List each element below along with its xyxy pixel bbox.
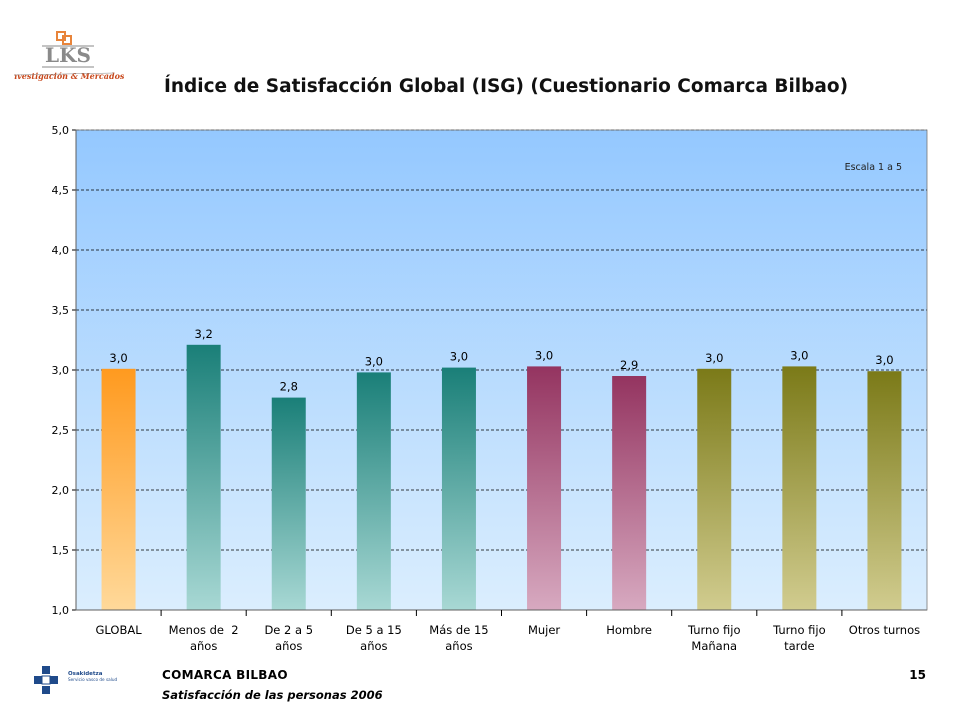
bar — [356, 372, 391, 610]
y-tick-labels: 1,0 1,5 2,0 2,5 3,0 3,5 4,0 4,5 5,0 — [52, 124, 70, 617]
bar — [867, 371, 902, 610]
x-tick-label: Mujer — [528, 623, 560, 637]
logo-text: LKS — [45, 43, 91, 67]
bar — [782, 366, 817, 610]
y-tick-label: 4,0 — [52, 244, 70, 257]
value-label: 3,0 — [535, 348, 553, 362]
value-label: 2,9 — [620, 358, 638, 372]
x-tick-label: GLOBAL — [95, 623, 142, 637]
logo-tagline: Investigación & Mercados — [14, 71, 124, 81]
scale-note: Escala 1 a 5 — [845, 162, 902, 173]
value-label: 3,0 — [875, 353, 893, 367]
value-label: 3,2 — [195, 327, 213, 341]
x-tick-label: De 2 a 5 — [264, 623, 313, 637]
value-label: 3,0 — [365, 354, 383, 368]
x-tick-label: años — [190, 639, 217, 653]
bars — [101, 344, 902, 610]
footer: COMARCA BILBAO Satisfacción de las perso… — [162, 668, 383, 702]
x-tick-label: años — [275, 639, 302, 653]
y-tick-label: 2,0 — [52, 484, 70, 497]
osakidetza-logo: Osakidetza Servicio vasco de salud — [34, 666, 118, 694]
y-tick-label: 3,5 — [52, 304, 70, 317]
x-tick-label: Menos de 2 — [169, 623, 239, 637]
y-tick-label: 1,5 — [52, 544, 70, 557]
bar — [186, 344, 221, 610]
value-label: 3,0 — [109, 351, 127, 365]
x-tick-label: De 5 a 15 — [346, 623, 402, 637]
y-tick-label: 1,0 — [52, 604, 70, 617]
x-tick-label: Mañana — [691, 639, 737, 653]
footer-org: COMARCA BILBAO — [162, 668, 288, 682]
osakidetza-name: Osakidetza — [68, 671, 103, 677]
x-tick-label: Turno fijo — [772, 623, 826, 637]
y-tick-label: 3,0 — [52, 364, 70, 377]
x-tick-label: años — [360, 639, 387, 653]
x-tick-label: años — [445, 639, 472, 653]
footer-subtitle: Satisfacción de las personas 2006 — [162, 688, 383, 702]
chart-title: Índice de Satisfacción Global (ISG) (Cue… — [163, 76, 849, 97]
bar — [441, 367, 476, 610]
y-tick-label: 4,5 — [52, 184, 70, 197]
x-tick-label: tarde — [784, 639, 814, 653]
axes — [72, 129, 928, 616]
bar — [697, 368, 732, 610]
osakidetza-sub: Servicio vasco de salud — [68, 677, 118, 682]
bar — [527, 366, 562, 610]
x-tick-label: Más de 15 — [429, 623, 488, 637]
x-tick-label: Hombre — [606, 623, 652, 637]
y-tick-label: 5,0 — [52, 124, 70, 137]
value-labels: 3,0 3,2 2,8 3,0 3,0 3,0 2,9 3,0 3,0 3,0 — [109, 327, 893, 394]
bar — [101, 368, 136, 610]
value-label: 2,8 — [280, 380, 298, 394]
y-tick-label: 2,5 — [52, 424, 70, 437]
value-label: 3,0 — [790, 348, 808, 362]
bar — [271, 397, 306, 610]
x-tick-label: Otros turnos — [849, 623, 920, 637]
x-tick-labels: GLOBAL Menos de 2 años De 2 a 5 años De 5 a 1… — [95, 623, 920, 653]
x-tick-label: Turno fijo — [687, 623, 741, 637]
value-label: 3,0 — [705, 351, 723, 365]
page-number: 15 — [909, 668, 926, 682]
lks-logo: LKS Investigación & Mercados — [14, 31, 124, 81]
bar — [612, 376, 647, 610]
value-label: 3,0 — [450, 350, 468, 364]
